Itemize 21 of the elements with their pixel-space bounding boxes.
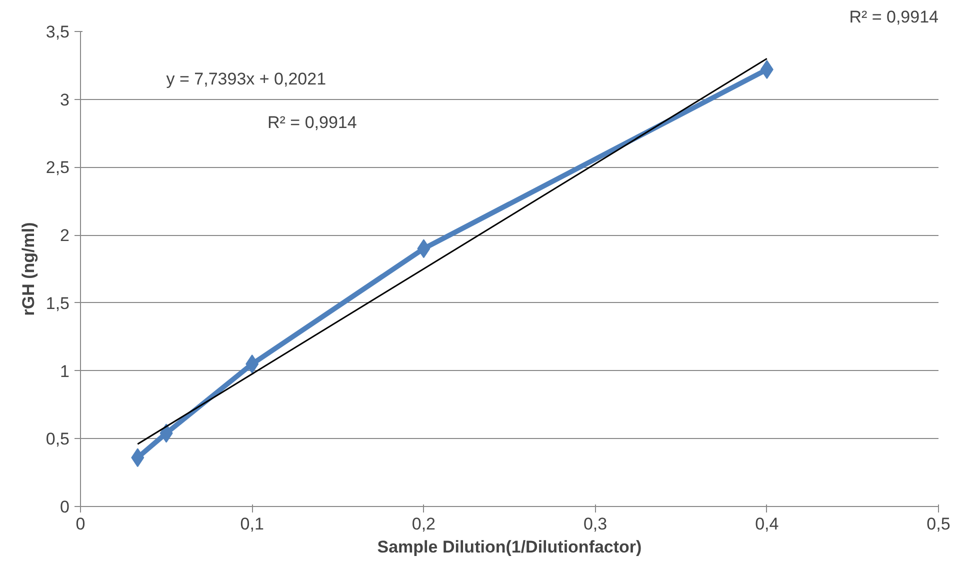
x-tick-label: 0,2 [412,514,436,534]
x-tick-label: 0 [76,514,86,534]
point [760,60,774,79]
y-tick-label: 2,5 [46,158,70,178]
annotation: R² = 0,9914 [268,112,357,132]
y-tick-label: 3 [60,90,70,110]
x-axis-title: Sample Dilution(1/Dilutionfactor) [377,538,642,556]
y-tick-label: 0 [60,498,70,516]
y-tick-label: 0,5 [46,430,70,449]
y-tick-label: 1,5 [46,294,70,313]
point [246,354,259,374]
y-tick-label: 2 [60,226,70,246]
y-tick-label: 1 [60,362,70,381]
x-tick-label: 0,1 [240,514,264,534]
x-tick-label: 0,4 [755,514,779,534]
text: R² = 0,9914 [849,8,939,26]
x-tick-label: 0,3 [583,514,608,534]
x-tick-label: 0,5 [926,514,950,534]
y-axis-title: rGH (ng/ml) [18,222,38,316]
y-tick-label: 3,5 [46,22,70,42]
annotation: y = 7,7393x + 0,2021 [166,70,326,88]
